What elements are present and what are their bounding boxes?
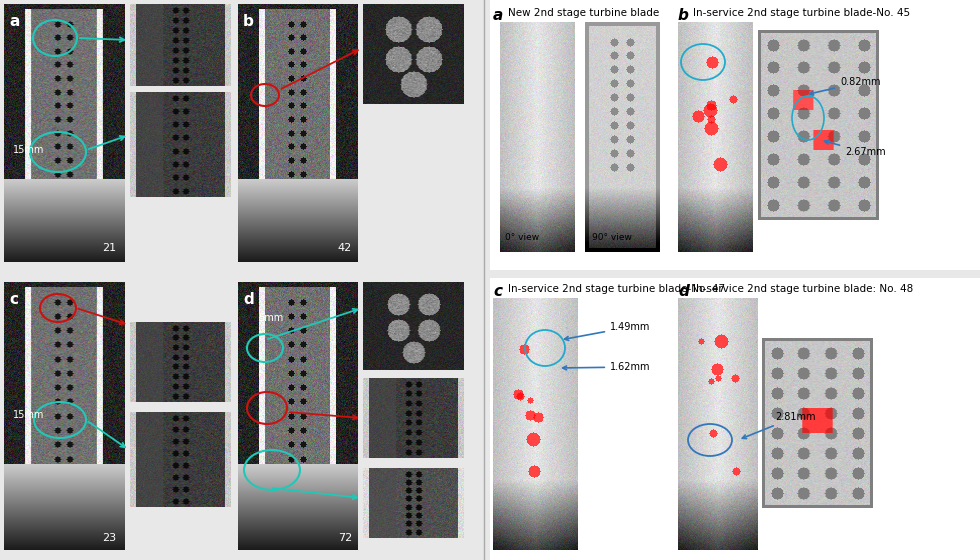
- Text: a: a: [493, 8, 504, 23]
- Text: d: d: [243, 292, 254, 307]
- Text: In-service 2nd stage turbine blade: No. 48: In-service 2nd stage turbine blade: No. …: [693, 284, 913, 294]
- Text: 72: 72: [338, 533, 352, 543]
- Text: 0.82mm: 0.82mm: [809, 77, 880, 95]
- Text: d: d: [678, 284, 689, 299]
- Text: 90° view: 90° view: [592, 233, 632, 242]
- Text: 21: 21: [102, 243, 116, 253]
- Text: 2.81mm: 2.81mm: [742, 412, 815, 438]
- Text: 0° view: 0° view: [505, 233, 539, 242]
- Text: In-service 2nd stage turbine blade-No. 45: In-service 2nd stage turbine blade-No. 4…: [693, 8, 910, 18]
- Text: 5mm: 5mm: [258, 313, 283, 323]
- Text: c: c: [493, 284, 502, 299]
- Text: 15mm: 15mm: [13, 410, 44, 420]
- Bar: [490, 278, 980, 560]
- Text: a: a: [9, 14, 20, 29]
- Text: 1.49mm: 1.49mm: [564, 322, 651, 340]
- Text: New 2nd stage turbine blade: New 2nd stage turbine blade: [508, 8, 660, 18]
- Text: 15mm: 15mm: [13, 145, 44, 155]
- Text: 42: 42: [338, 243, 352, 253]
- Text: In-service 2nd stage turbine blade-No. 47: In-service 2nd stage turbine blade-No. 4…: [508, 284, 725, 294]
- Text: 1.62mm: 1.62mm: [563, 362, 651, 372]
- Text: 2.67mm: 2.67mm: [824, 141, 886, 157]
- Text: b: b: [243, 14, 254, 29]
- Bar: [490, 0, 980, 270]
- Text: b: b: [678, 8, 689, 23]
- Text: c: c: [9, 292, 18, 307]
- Text: 23: 23: [102, 533, 116, 543]
